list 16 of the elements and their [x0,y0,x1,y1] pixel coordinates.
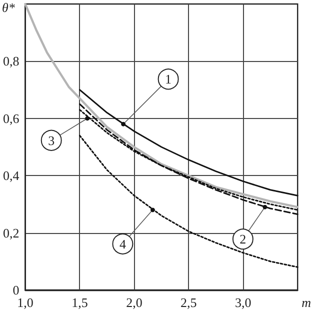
annotation: 3 [48,132,55,148]
annotation: 4 [119,236,126,252]
x-tick-label: 2,0 [126,295,142,310]
y-tick-label: 0,4 [3,168,20,184]
x-tick-label: 2,5 [180,295,197,310]
y-tick-label: 0,6 [3,110,20,126]
x-tick-label: 1,0 [17,295,34,310]
y-tick-label: 0,8 [3,54,20,69]
annotation: 2 [240,232,246,247]
y-tick-label: 0 [12,282,20,298]
x-tick-label: 1,5 [72,295,88,310]
annotation: 1 [165,72,172,87]
y-tick-label: 0,2 [3,225,20,240]
y-axis-title: θ* [2,0,16,15]
x-axis-title: m [302,295,311,310]
x-tick-label: 3,0 [235,295,252,310]
